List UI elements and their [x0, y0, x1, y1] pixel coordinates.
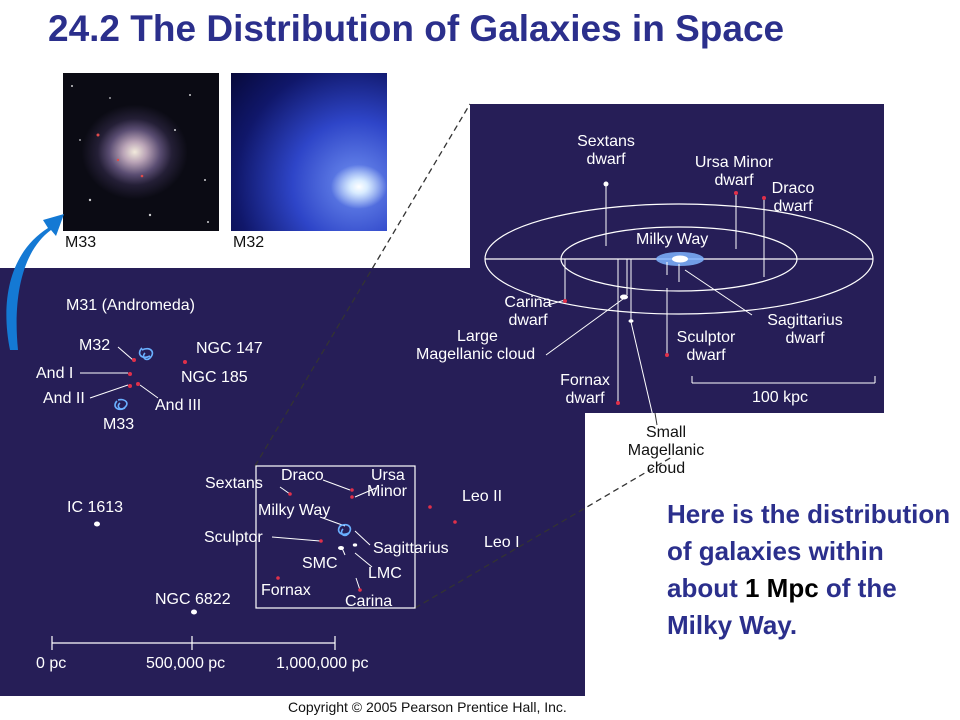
inset-label-draco-1: Draco: [771, 180, 815, 197]
inset-leader-lines: [545, 269, 753, 426]
copyright-notice: Copyright © 2005 Pearson Prentice Hall, …: [288, 699, 567, 715]
inset-label-sextans-1: Sextans: [577, 133, 635, 150]
smc-blob: [628, 319, 634, 323]
label-ngc147: NGC 147: [196, 340, 263, 357]
inset-label-fornax-2: dwarf: [565, 390, 605, 407]
label-leo2: Leo II: [462, 488, 503, 505]
m33-background-stars: [71, 85, 209, 223]
m32-photo-caption: M32: [233, 234, 265, 251]
inset-label-sculptor-1: Sculptor: [676, 329, 736, 346]
lmc-blob: [620, 294, 628, 300]
inset-label-scale: 100 kpc: [752, 389, 809, 406]
label-and1: And I: [36, 365, 74, 382]
inset-label-ursa-minor-1: Ursa Minor: [694, 154, 774, 171]
label-m31: M31 (Andromeda): [66, 297, 195, 314]
label-fornax: Fornax: [261, 582, 311, 599]
caption-text-1: Here is the distribution of galaxies wit…: [667, 499, 951, 603]
inset-label-sagittarius-2: dwarf: [785, 330, 825, 347]
inset-scale-bar: [691, 376, 876, 384]
label-ursa-minor-line2: Minor: [367, 483, 408, 500]
m33-photo-caption: M33: [65, 234, 97, 251]
label-and2: And II: [43, 390, 85, 407]
m33-hii-regions: [96, 133, 144, 178]
main-leader-lines: [80, 346, 377, 591]
label-sextans: Sextans: [205, 475, 263, 492]
inset-dwarf-dots: [563, 191, 766, 405]
zoom-line-top: [254, 103, 471, 467]
inset-label-carina-1: Carina: [504, 294, 552, 311]
inset-label-ursa-minor-2: dwarf: [714, 172, 754, 189]
arrow-icon: [6, 214, 64, 350]
label-sagittarius: Sagittarius: [373, 540, 449, 557]
scale-tick-1m: 1,000,000 pc: [276, 655, 369, 672]
scale-tick-500k: 500,000 pc: [146, 655, 226, 672]
m32-photo: [231, 73, 387, 231]
label-carina: Carina: [345, 593, 393, 610]
label-sculptor: Sculptor: [204, 529, 263, 546]
label-m32: M32: [79, 337, 111, 354]
label-ic1613: IC 1613: [67, 499, 124, 516]
label-lmc: LMC: [368, 565, 402, 582]
dwarf-galaxy-dots: [128, 358, 457, 592]
milky-way-bulge: [672, 255, 688, 263]
label-milky-way: Milky Way: [258, 502, 331, 519]
milky-way-zoom-box: [255, 465, 416, 609]
zoom-line-bottom: [414, 456, 673, 609]
m33-photo: [63, 73, 219, 231]
inset-label-milky-way: Milky Way: [636, 231, 709, 248]
label-smc: SMC: [302, 555, 338, 572]
label-m33: M33: [103, 416, 135, 433]
inset-label-lmc-1: Large: [457, 328, 498, 345]
inset-drop-lines: [564, 186, 765, 402]
inset-label-draco-2: dwarf: [773, 198, 813, 215]
irregular-galaxy-blobs: [94, 521, 358, 615]
inset-label-carina-2: dwarf: [508, 312, 548, 329]
caption-highlight: 1 Mpc: [745, 573, 819, 603]
label-leo1: Leo I: [484, 534, 520, 551]
inset-label-lmc-2: Magellanic cloud: [416, 346, 536, 363]
scale-tick-0: 0 pc: [36, 655, 67, 672]
inset-label-sagittarius-1: Sagittarius: [767, 312, 843, 329]
smc-pointer: [654, 412, 658, 426]
inset-label-sextans-2: dwarf: [586, 151, 626, 168]
slide-title: 24.2 The Distribution of Galaxies in Spa…: [48, 8, 785, 49]
label-draco: Draco: [281, 467, 324, 484]
spiral-galaxy-icons: [114, 347, 352, 537]
scale-bar: [51, 636, 336, 650]
label-smc-line2: Magellanic: [627, 442, 705, 459]
slide-caption: Here is the distribution of galaxies wit…: [667, 496, 957, 644]
label-smc-line1: Small: [645, 424, 686, 441]
caption-text-2: of the Milky Way.: [667, 573, 897, 640]
inset-label-sculptor-2: dwarf: [686, 347, 726, 364]
label-ngc6822: NGC 6822: [155, 591, 231, 608]
inset-label-fornax-1: Fornax: [560, 372, 610, 389]
label-smc-line3: cloud: [646, 460, 686, 477]
label-and3: And III: [155, 397, 202, 414]
sextans-dot: [603, 181, 609, 187]
label-ursa-minor-line1: Ursa: [371, 467, 405, 484]
label-ngc185: NGC 185: [181, 369, 248, 386]
